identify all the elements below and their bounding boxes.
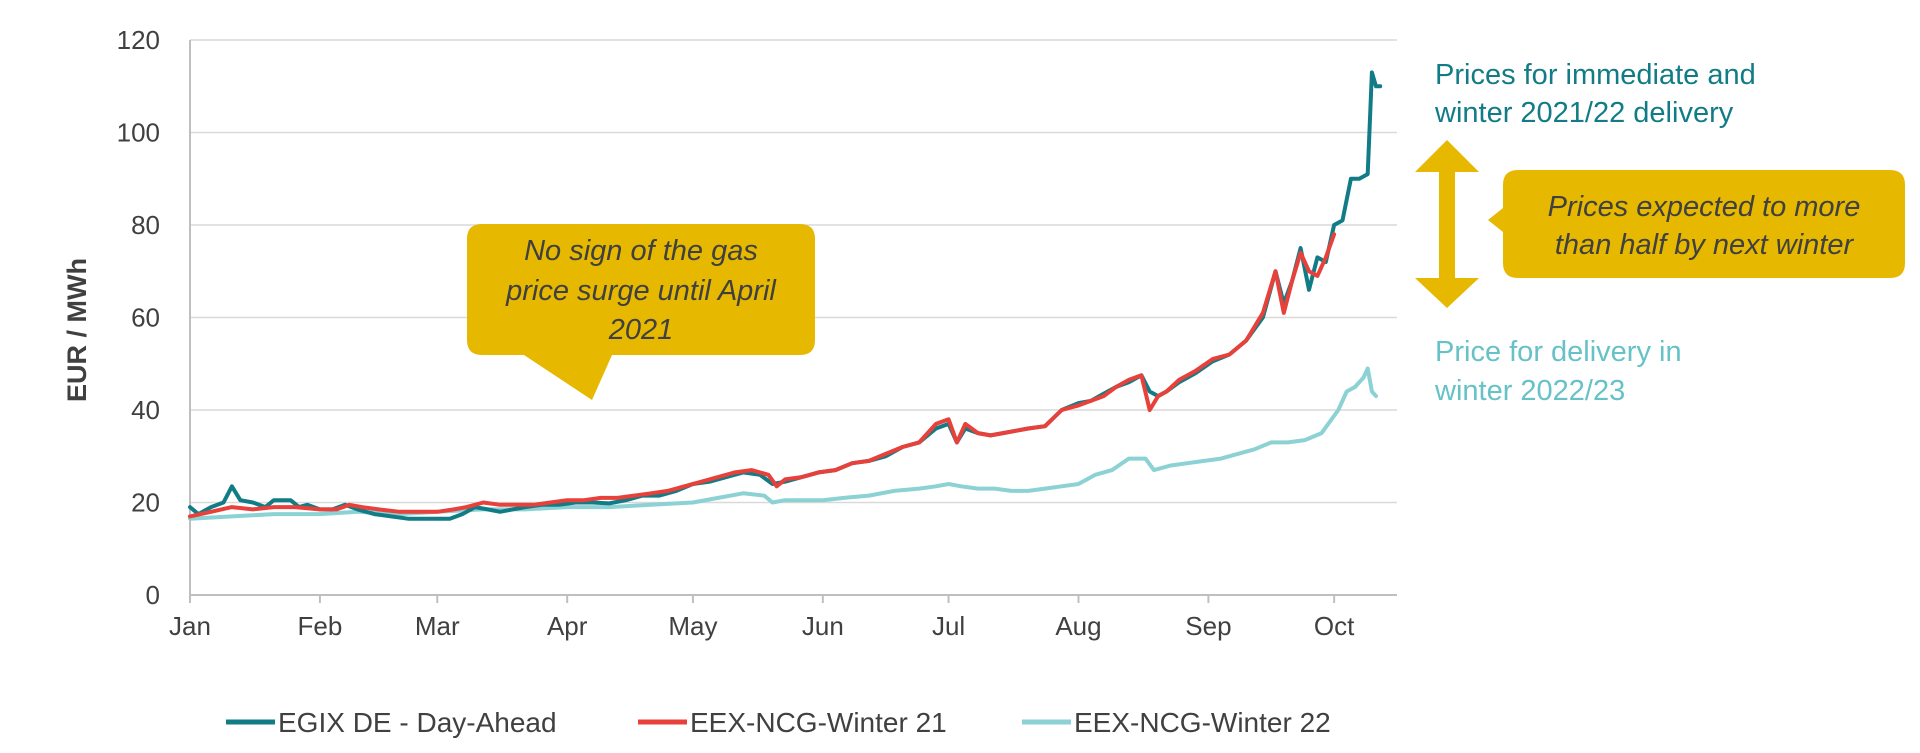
x-tick-label-may: May xyxy=(668,611,717,641)
y-tick-label: 80 xyxy=(131,210,160,240)
x-tick-label-jan: Jan xyxy=(169,611,211,641)
x-axis: Jan Feb Mar Apr May Jun Jul Aug Sep Oct xyxy=(169,40,1397,641)
legend-item-winter22: EEX-NCG-Winter 22 xyxy=(1022,707,1331,738)
y-tick-label: 100 xyxy=(117,118,160,148)
legend-item-winter21: EEX-NCG-Winter 21 xyxy=(638,707,947,738)
callout-no-surge-bubble xyxy=(467,224,815,400)
x-tick-label-jul: Jul xyxy=(932,611,965,641)
callout-no-surge: No sign of the gas price surge until Apr… xyxy=(467,224,815,400)
x-tick-label-mar: Mar xyxy=(415,611,460,641)
series-line-winter-21 xyxy=(188,232,1337,519)
legend-label-egix: EGIX DE - Day-Ahead xyxy=(278,707,557,738)
double-arrow-icon xyxy=(1415,140,1479,308)
x-tick-label-aug: Aug xyxy=(1055,611,1101,641)
label-winter22-line-1: Price for delivery in xyxy=(1435,336,1682,368)
callout-halving: Prices expected to more than half by nex… xyxy=(1488,170,1905,278)
x-tick-label-apr: Apr xyxy=(547,611,588,641)
series-line-winter-22 xyxy=(188,366,1378,521)
y-axis-label: EUR / MWh xyxy=(62,258,92,402)
series-lines xyxy=(188,70,1383,521)
y-tick-label: 120 xyxy=(117,25,160,55)
y-tick-label: 20 xyxy=(131,488,160,518)
label-immediate-line-2: winter 2021/22 delivery xyxy=(1434,97,1734,129)
callout-halving-line-2: than half by next winter xyxy=(1555,229,1855,261)
x-tick-label-jun: Jun xyxy=(802,611,844,641)
x-tick-label-oct: Oct xyxy=(1314,611,1355,641)
callout-no-surge-line-3: 2021 xyxy=(608,314,674,346)
x-tick-label-feb: Feb xyxy=(298,611,343,641)
y-tick-label: 60 xyxy=(131,303,160,333)
x-tick-label-sep: Sep xyxy=(1185,611,1231,641)
y-tick-label: 40 xyxy=(131,395,160,425)
callout-no-surge-line-2: price surge until April xyxy=(505,275,777,307)
legend-item-egix: EGIX DE - Day-Ahead xyxy=(226,707,557,738)
y-axis-ticks: 0 20 40 60 80 100 120 xyxy=(117,25,160,610)
y-tick-label: 0 xyxy=(146,580,160,610)
legend-label-winter22: EEX-NCG-Winter 22 xyxy=(1074,707,1331,738)
label-immediate-line-1: Prices for immediate and xyxy=(1435,59,1756,91)
label-winter-22-delivery: Price for delivery in winter 2022/23 xyxy=(1434,336,1682,407)
label-winter22-line-2: winter 2022/23 xyxy=(1434,375,1625,407)
callout-no-surge-line-1: No sign of the gas xyxy=(524,235,758,267)
label-immediate-delivery: Prices for immediate and winter 2021/22 … xyxy=(1434,59,1756,129)
legend: EGIX DE - Day-Ahead EEX-NCG-Winter 21 EE… xyxy=(226,707,1331,738)
callout-halving-line-1: Prices expected to more xyxy=(1548,191,1861,223)
legend-label-winter21: EEX-NCG-Winter 21 xyxy=(690,707,947,738)
callout-halving-bubble xyxy=(1488,170,1905,278)
